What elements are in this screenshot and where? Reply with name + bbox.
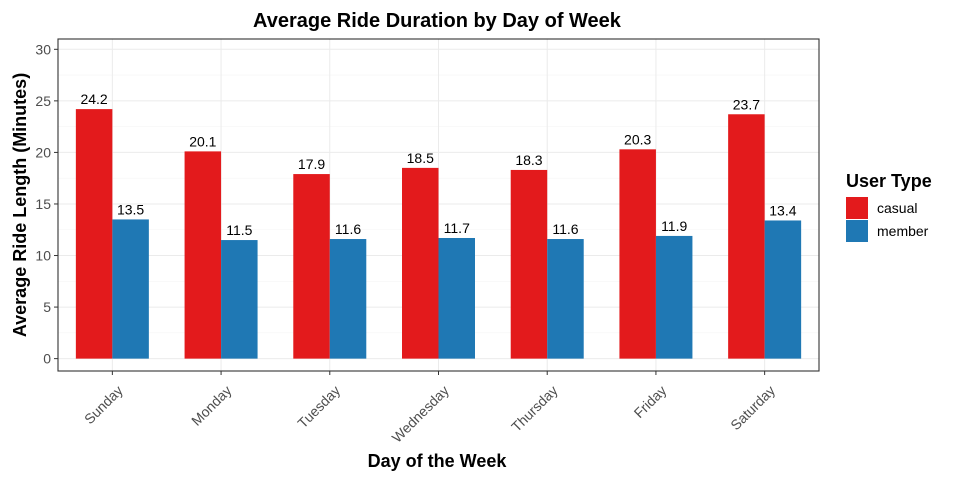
legend-title: User Type [846, 171, 932, 191]
data-labels: 24.2 20.1 17.9 18.5 18.3 20.3 23.7 13.5 11.5 11.6… [80, 91, 796, 238]
legend-key-member [846, 220, 868, 242]
data-label-member: 11.9 [661, 218, 687, 234]
bar-member [329, 239, 367, 359]
bar-member [547, 239, 584, 359]
legend-label-member: member [877, 223, 929, 239]
x-tick-label: Friday [631, 382, 670, 421]
data-label-member: 11.6 [335, 221, 361, 237]
x-axis: Sunday Monday Tuesday Wednesday Thursday Frid… [81, 371, 778, 446]
x-tick-label: Wednesday [389, 382, 452, 445]
y-tick-label: 30 [35, 41, 51, 57]
data-label-member: 13.4 [769, 202, 796, 218]
legend-key-casual [846, 197, 868, 219]
x-tick-label: Thursday [508, 382, 561, 435]
bar-member [764, 220, 802, 359]
chart-title: Average Ride Duration by Day of Week [253, 10, 622, 32]
data-label-casual: 20.3 [624, 131, 651, 147]
data-label-casual: 18.3 [515, 152, 542, 168]
data-label-casual: 23.7 [733, 96, 760, 112]
y-tick-label: 25 [35, 93, 51, 109]
y-tick-label: 20 [35, 144, 51, 160]
y-tick-label: 15 [35, 196, 51, 212]
bar-casual [619, 149, 656, 359]
x-tick-label: Sunday [81, 382, 126, 427]
data-label-casual: 17.9 [298, 156, 325, 172]
data-label-casual: 20.1 [189, 133, 216, 149]
bars [75, 109, 802, 359]
bar-casual [293, 174, 330, 359]
bar-member [221, 240, 258, 359]
data-label-member: 11.5 [226, 222, 252, 238]
plot-panel: 24.2 20.1 17.9 18.5 18.3 20.3 23.7 13.5 11.5 11.6… [57, 38, 820, 372]
data-label-casual: 24.2 [80, 91, 107, 107]
y-tick-label: 5 [43, 299, 51, 315]
data-label-member: 11.6 [552, 221, 578, 237]
x-axis-title: Day of the Week [368, 451, 508, 471]
x-tick-label: Tuesday [294, 382, 343, 431]
bar-member [112, 219, 149, 359]
data-label-member: 13.5 [117, 201, 144, 217]
y-tick-label: 10 [35, 248, 51, 264]
y-axis: 0 5 10 15 20 25 30 [35, 41, 58, 367]
bar-casual [75, 109, 113, 359]
legend-items: casual member [846, 197, 929, 242]
bar-member [438, 237, 475, 359]
bar-casual [728, 114, 765, 359]
legend-label-casual: casual [877, 200, 917, 216]
data-label-casual: 18.5 [407, 150, 434, 166]
x-tick-label: Monday [188, 382, 235, 429]
bar-casual [402, 167, 439, 359]
y-tick-label: 0 [43, 351, 51, 367]
y-axis-title: Average Ride Length (Minutes) [10, 73, 30, 337]
bar-casual [510, 169, 548, 359]
data-label-member: 11.7 [444, 220, 470, 236]
legend: User Type casual member [846, 171, 932, 242]
bar-member [655, 235, 693, 359]
x-tick-label: Saturday [727, 382, 778, 433]
bar-casual [184, 151, 222, 359]
